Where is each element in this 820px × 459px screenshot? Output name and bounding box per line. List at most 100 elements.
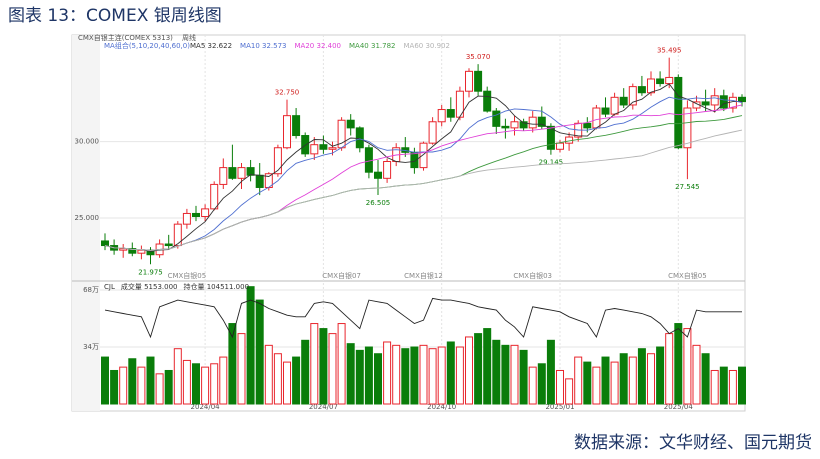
candle-body xyxy=(537,116,546,127)
volume-bar xyxy=(164,369,173,405)
ma-value: 32.622 xyxy=(208,42,233,50)
candle-body xyxy=(583,122,592,129)
volume-bar xyxy=(546,339,555,405)
volume-legend: CJL xyxy=(104,283,115,291)
candle-body xyxy=(546,125,555,150)
candle-body xyxy=(428,121,437,144)
candle-body xyxy=(719,95,728,109)
candle-body xyxy=(510,121,519,129)
candle-body xyxy=(173,223,182,247)
ma-value: 30.902 xyxy=(425,42,450,50)
volume-bar xyxy=(528,366,537,405)
volume-bar xyxy=(292,356,301,405)
v-tick-label: 34万 xyxy=(83,343,99,351)
volume-bar xyxy=(182,359,191,405)
candle-body xyxy=(637,86,646,94)
x-tick-label: 2025/04 xyxy=(664,403,694,411)
x-tick-label: 2024/10 xyxy=(427,403,456,411)
volume-bar xyxy=(738,366,746,405)
volume-bar xyxy=(674,323,683,405)
volume-bar xyxy=(283,361,291,405)
volume-bar xyxy=(210,363,219,405)
candle-body xyxy=(374,171,382,179)
candle-body xyxy=(119,248,128,251)
candle-body xyxy=(738,96,746,103)
ma-value: 32.573 xyxy=(262,42,287,50)
volume-bar xyxy=(455,346,464,405)
candle-body xyxy=(346,119,355,129)
candle-body xyxy=(310,144,319,155)
ma-legend: MA60 30.902 xyxy=(403,42,449,50)
candle-body xyxy=(246,167,255,176)
source: 数据来源：文华财经、国元期货 xyxy=(574,433,812,453)
candle-body xyxy=(137,249,146,254)
volume-bar xyxy=(665,333,674,405)
candle-body xyxy=(383,161,392,179)
volume-bar xyxy=(219,356,228,405)
ma-line xyxy=(104,83,743,252)
candle-body xyxy=(255,174,264,188)
candle-body xyxy=(683,107,692,149)
volume-bar xyxy=(583,361,592,405)
volume-bar xyxy=(710,369,719,405)
candle-body xyxy=(446,109,455,118)
ma-legend: MA20 32.400 xyxy=(295,42,341,50)
volume-bar xyxy=(237,333,246,405)
candle-body xyxy=(710,95,719,106)
volume-bar xyxy=(346,343,355,405)
volume-bar xyxy=(419,344,428,405)
contract-label: CMX自银05 xyxy=(168,271,207,280)
period: 周线 xyxy=(182,33,196,42)
candle-body xyxy=(483,90,492,112)
candle-body xyxy=(128,248,137,254)
volume-bar xyxy=(110,369,119,405)
candle-body xyxy=(182,212,191,225)
candle-body xyxy=(619,96,628,106)
volume-bar xyxy=(128,358,137,405)
ma-legend: MA10 32.573 xyxy=(240,42,286,50)
x-tick-label: 2024/07 xyxy=(309,403,338,411)
volume-bar xyxy=(437,346,446,405)
y-tick-label: 30.000 xyxy=(75,138,100,146)
contract-label: CMX自银05 xyxy=(668,271,707,280)
volume-bar xyxy=(364,346,373,405)
volume-bar xyxy=(556,369,564,405)
volume-bar xyxy=(383,341,392,405)
volume-bar xyxy=(601,356,610,405)
candle-body xyxy=(164,243,173,247)
candle-body xyxy=(283,115,291,149)
candle-body xyxy=(701,101,710,106)
volume-bar xyxy=(501,344,510,405)
volume-bar xyxy=(355,349,364,405)
candle-body xyxy=(647,78,655,94)
candle-body xyxy=(210,183,219,210)
ma-value: 31.782 xyxy=(371,42,396,50)
candle-body xyxy=(192,212,200,218)
volume-bar xyxy=(255,299,264,405)
candle-body xyxy=(674,76,683,149)
volume-bar xyxy=(310,323,319,405)
volume-bar xyxy=(337,323,346,405)
contract-label: CMX自银03 xyxy=(513,271,552,280)
candle-body xyxy=(601,107,610,115)
volume-bar xyxy=(246,286,255,405)
volume-bar xyxy=(374,353,382,405)
ma-value: 32.400 xyxy=(317,42,342,50)
ma-name: MA10 xyxy=(240,42,260,50)
y-tick-label: 25.000 xyxy=(75,214,100,222)
volume-bar xyxy=(683,328,692,405)
candle-body xyxy=(201,208,210,218)
axis-strip xyxy=(72,35,100,411)
high-label: 32.750 xyxy=(275,89,300,97)
candle-body xyxy=(219,167,228,185)
volume-bar xyxy=(446,341,455,405)
volume-bar xyxy=(201,366,210,405)
candle-body xyxy=(528,116,537,129)
low-label: 27.545 xyxy=(675,183,700,191)
candle-body xyxy=(628,86,637,106)
ma-name: MA40 xyxy=(349,42,369,50)
volume-bar xyxy=(692,344,701,405)
volume-bar xyxy=(483,328,492,405)
volume-bar xyxy=(137,366,146,405)
candle-body xyxy=(492,110,501,127)
